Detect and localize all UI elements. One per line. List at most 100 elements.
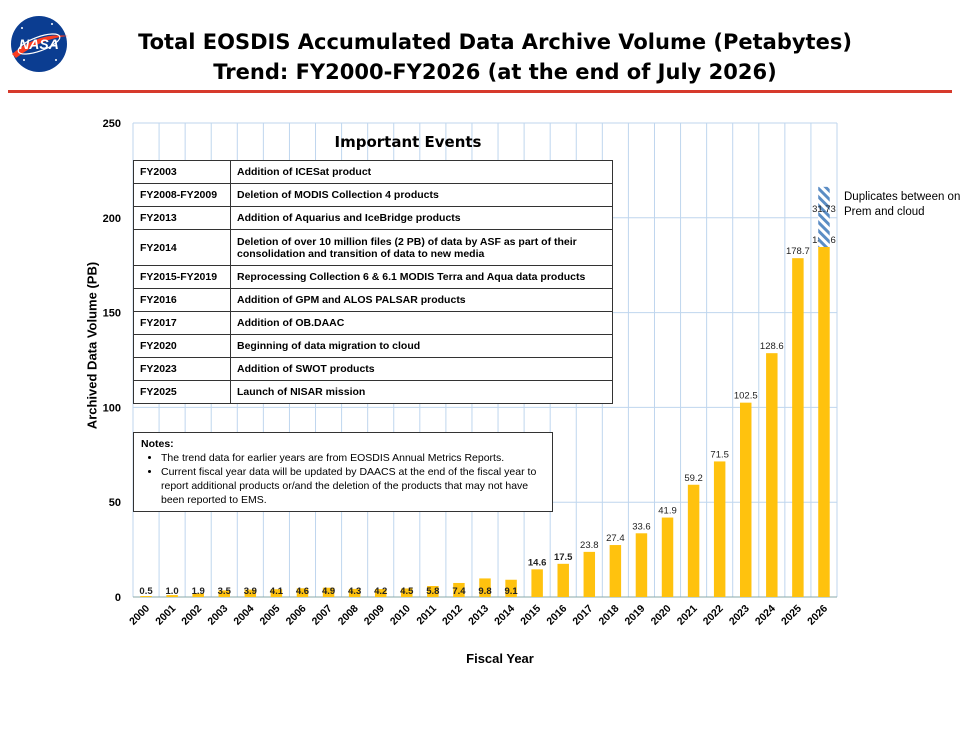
bar bbox=[296, 588, 309, 597]
x-tick-label: 2004 bbox=[231, 603, 256, 628]
bar-value-label: 33.6 bbox=[632, 521, 651, 532]
x-tick-label: 2018 bbox=[596, 603, 621, 628]
note-item: The trend data for earlier years are fro… bbox=[161, 451, 545, 465]
title-divider bbox=[8, 90, 952, 93]
x-tick-label: 2012 bbox=[440, 603, 465, 628]
event-description: Reprocessing Collection 6 & 6.1 MODIS Te… bbox=[230, 265, 613, 289]
bar-value-label: 3.9 bbox=[244, 586, 257, 597]
event-row: FY2023 Addition of SWOT products bbox=[133, 357, 613, 381]
bar-value-label: 4.3 bbox=[348, 586, 361, 597]
bar bbox=[218, 590, 230, 597]
bar-value-label: 17.5 bbox=[554, 552, 573, 563]
y-tick-label: 50 bbox=[109, 497, 121, 509]
bar-value-label: 4.9 bbox=[322, 586, 335, 597]
bar bbox=[713, 461, 726, 597]
x-tick-label: 2003 bbox=[205, 603, 230, 628]
event-row: FY2015-FY2019 Reprocessing Collection 6 &… bbox=[133, 265, 613, 289]
x-tick-label: 2009 bbox=[362, 603, 387, 628]
bar bbox=[635, 533, 648, 597]
bar bbox=[531, 569, 543, 597]
note-item: Current fiscal year data will be updated… bbox=[161, 465, 545, 507]
x-tick-label: 2002 bbox=[179, 603, 204, 628]
event-year: FY2016 bbox=[133, 288, 231, 312]
event-row: FY2003 Addition of ICESat product bbox=[133, 160, 613, 184]
x-tick-label: 2007 bbox=[310, 603, 335, 628]
bar-value-label: 14.6 bbox=[528, 557, 547, 568]
event-description: Beginning of data migration to cloud bbox=[230, 334, 613, 358]
events-table: FY2003 Addition of ICESat product FY2008-F… bbox=[133, 160, 613, 404]
bar-value-label: 9.1 bbox=[504, 586, 518, 597]
x-tick-label: 2000 bbox=[127, 603, 152, 628]
bar bbox=[140, 596, 152, 597]
bar bbox=[453, 582, 465, 597]
bar bbox=[818, 246, 830, 597]
bar-value-label: 4.6 bbox=[296, 586, 309, 597]
y-tick-label: 200 bbox=[103, 213, 121, 225]
bar-value-label: 59.2 bbox=[684, 473, 703, 484]
x-tick-label: 2022 bbox=[701, 603, 726, 628]
event-year: FY2025 bbox=[133, 380, 231, 404]
bar-value-label: 0.5 bbox=[139, 586, 153, 597]
event-row: FY2016 Addition of GPM and ALOS PALSAR pr… bbox=[133, 288, 613, 312]
y-axis-label: Archived Data Volume (PB) bbox=[84, 261, 100, 430]
event-description: Addition of GPM and ALOS PALSAR products bbox=[230, 288, 613, 312]
event-description: Addition of OB.DAAC bbox=[230, 311, 613, 335]
bar bbox=[166, 595, 178, 597]
chart-title: Total EOSDIS Accumulated Data Archive Vo… bbox=[138, 30, 852, 54]
x-tick-label: 2006 bbox=[284, 603, 309, 628]
x-tick-label: 2001 bbox=[153, 603, 178, 628]
bar bbox=[322, 587, 335, 597]
events-title: Important Events bbox=[334, 133, 482, 151]
important-events-panel: Important Events FY2003 Addition of ICESa… bbox=[133, 132, 613, 404]
nasa-logo-text: NASA bbox=[19, 36, 59, 52]
y-tick-label: 100 bbox=[103, 402, 121, 414]
bar bbox=[766, 353, 778, 597]
bar bbox=[687, 484, 700, 597]
bar-value-label: 1.0 bbox=[166, 586, 179, 597]
event-description: Launch of NISAR mission bbox=[230, 380, 613, 404]
event-year: FY2008-FY2009 bbox=[133, 183, 231, 207]
x-tick-label: 2014 bbox=[492, 603, 517, 628]
duplicates-note: Duplicates between on Prem and cloud bbox=[844, 191, 961, 218]
bar bbox=[270, 589, 283, 597]
x-tick-label: 2010 bbox=[388, 603, 413, 628]
bar-value-label: 1.9 bbox=[192, 586, 205, 597]
event-year: FY2020 bbox=[133, 334, 231, 358]
bar-value-label: 9.8 bbox=[478, 586, 491, 597]
event-year: FY2017 bbox=[133, 311, 231, 335]
x-tick-label: 2021 bbox=[675, 603, 700, 628]
bar-value-label: 4.1 bbox=[270, 586, 284, 597]
x-tick-label: 2011 bbox=[414, 603, 439, 628]
nasa-logo: NASA bbox=[11, 16, 68, 72]
bar bbox=[401, 588, 413, 597]
bar bbox=[583, 551, 596, 597]
bar bbox=[557, 563, 569, 597]
bar-value-label: 41.9 bbox=[658, 506, 677, 517]
bar bbox=[192, 593, 204, 597]
y-tick-label: 0 bbox=[115, 592, 121, 604]
bar-value-label: 4.2 bbox=[374, 586, 387, 597]
x-tick-label: 2026 bbox=[805, 603, 830, 628]
notes-box: Notes: The trend data for earlier years … bbox=[133, 432, 553, 512]
event-year: FY2003 bbox=[133, 160, 231, 184]
x-tick-label: 2019 bbox=[623, 603, 648, 628]
bar-value-label: 178.7 bbox=[786, 246, 810, 257]
x-tick-label: 2015 bbox=[518, 603, 543, 628]
bar bbox=[348, 588, 361, 597]
x-tick-label: 2024 bbox=[753, 603, 778, 628]
y-tick-label: 250 bbox=[103, 118, 121, 130]
bar bbox=[792, 258, 804, 597]
event-description: Addition of SWOT products bbox=[230, 357, 613, 381]
x-tick-label: 2020 bbox=[649, 603, 674, 628]
bar bbox=[505, 579, 517, 597]
bar-value-label: 3.5 bbox=[218, 586, 232, 597]
bar bbox=[244, 589, 257, 597]
bar-value-label: 27.4 bbox=[606, 533, 625, 544]
notes-title: Notes: bbox=[141, 438, 174, 450]
bar-value-label: 23.8 bbox=[580, 540, 599, 551]
bar-value-label: 102.5 bbox=[734, 391, 758, 402]
bar-value-label: 4.5 bbox=[400, 586, 414, 597]
event-year: FY2014 bbox=[133, 229, 231, 266]
bar-value-label: 71.5 bbox=[710, 449, 729, 460]
event-row: FY2008-FY2009 Deletion of MODIS Collectio… bbox=[133, 183, 613, 207]
